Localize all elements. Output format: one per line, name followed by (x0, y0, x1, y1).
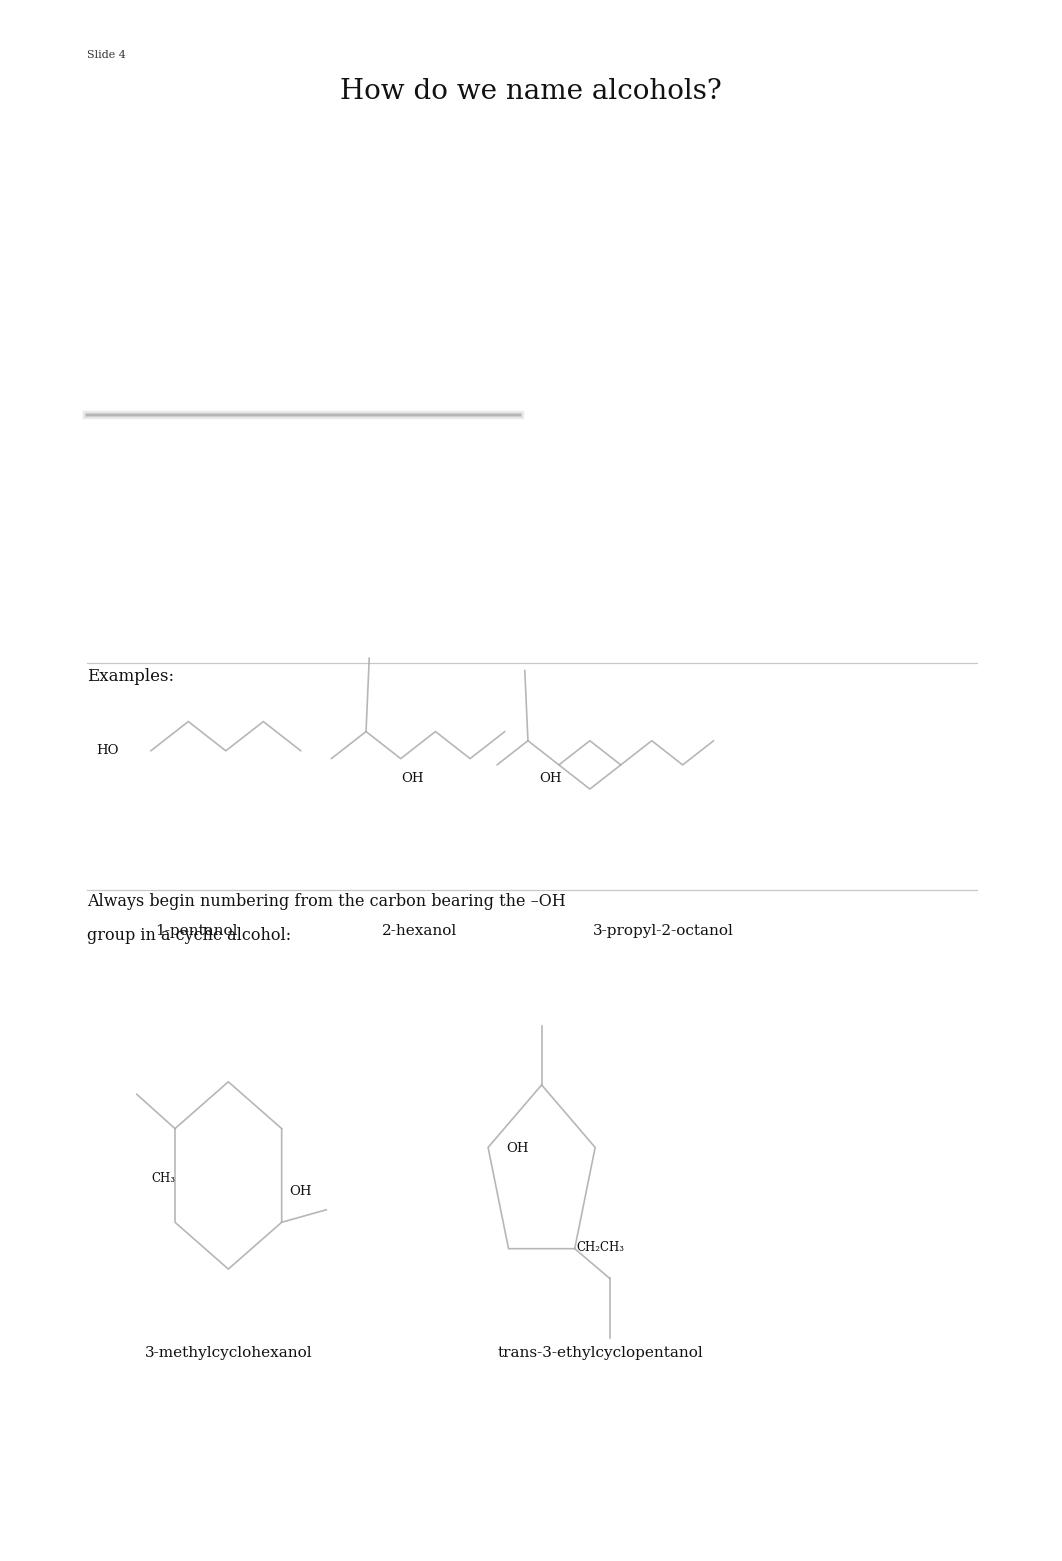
Text: group in a cyclic alcohol:: group in a cyclic alcohol: (87, 927, 291, 944)
Text: 3-propyl-2-octanol: 3-propyl-2-octanol (594, 924, 734, 938)
Text: 2-hexanol: 2-hexanol (382, 924, 457, 938)
Text: CH₂CH₃: CH₂CH₃ (577, 1241, 624, 1253)
Text: CH₃: CH₃ (151, 1172, 175, 1185)
Text: How do we name alcohols?: How do we name alcohols? (340, 78, 722, 105)
Text: OH: OH (538, 773, 562, 785)
Text: Slide 4: Slide 4 (87, 50, 126, 59)
Text: trans-3-ethylcyclopentanol: trans-3-ethylcyclopentanol (497, 1346, 703, 1360)
Text: Examples:: Examples: (87, 668, 174, 685)
Text: OH: OH (289, 1185, 311, 1197)
Text: OH: OH (400, 773, 424, 785)
Text: 1-pentanol: 1-pentanol (155, 924, 238, 938)
Text: OH: OH (506, 1143, 529, 1155)
Text: Always begin numbering from the carbon bearing the –OH: Always begin numbering from the carbon b… (87, 893, 566, 910)
Text: 3-methylcyclohexanol: 3-methylcyclohexanol (144, 1346, 312, 1360)
Text: HO: HO (97, 745, 119, 757)
